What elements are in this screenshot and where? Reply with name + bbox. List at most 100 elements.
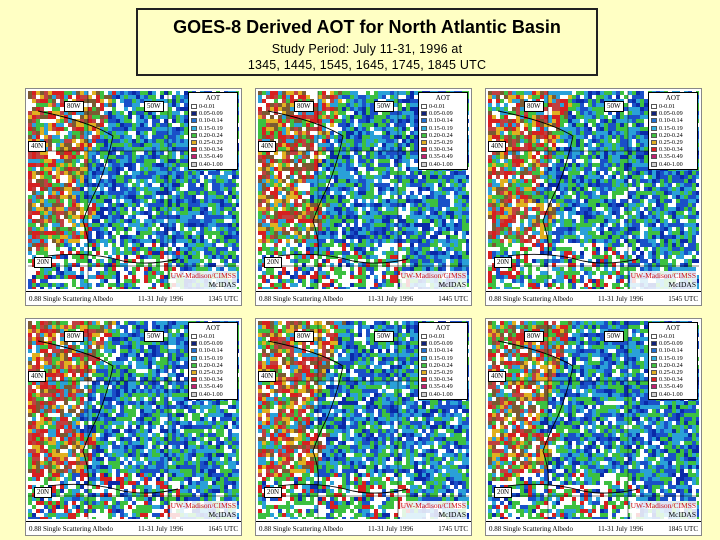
legend-swatch — [651, 362, 657, 368]
credit-institution: UW-Madison/CIMSS — [170, 501, 236, 510]
aot-map-image — [488, 91, 699, 289]
albedo-note: 0.88 Single Scattering Albedo — [489, 294, 573, 303]
legend-swatch — [191, 118, 197, 124]
legend-row: 0.25-0.29 — [651, 369, 695, 376]
main-title: GOES-8 Derived AOT for North Atlantic Ba… — [173, 17, 561, 37]
aot-legend: AOT 0-0.01 0.05-0.09 0.10-0.14 0.15-0.19… — [188, 92, 238, 170]
legend-swatch — [191, 140, 197, 146]
legend-row: 0.15-0.19 — [191, 125, 235, 132]
obs-time: 1845 UTC — [668, 524, 698, 533]
date-range: 11-31 July 1996 — [368, 524, 414, 533]
lon-80w-label: 80W — [524, 331, 544, 342]
lon-80w-label: 80W — [294, 101, 314, 112]
legend-label: 0.20-0.24 — [199, 361, 223, 369]
obs-time: 1645 UTC — [208, 524, 238, 533]
lon-50w-label: 50W — [604, 331, 624, 342]
legend-header: AOT — [435, 94, 451, 102]
lon-80w-label: 80W — [64, 331, 84, 342]
legend-header: AOT — [205, 324, 221, 332]
obs-time: 1345 UTC — [208, 294, 238, 303]
legend-row: 0.15-0.19 — [651, 125, 695, 132]
legend-label: 0.05-0.09 — [429, 340, 453, 348]
legend-label: 0-0.01 — [429, 103, 445, 111]
obs-time: 1445 UTC — [438, 294, 468, 303]
legend-label: 0.25-0.29 — [429, 139, 453, 147]
legend-row: 0-0.01 — [651, 333, 695, 340]
legend-row: 0.25-0.29 — [191, 139, 235, 146]
legend-label: 0.05-0.09 — [199, 340, 223, 348]
legend-row: 0.15-0.19 — [651, 355, 695, 362]
legend-label: 0.15-0.19 — [199, 124, 223, 132]
credit-institution: UW-Madison/CIMSS — [170, 271, 236, 280]
aot-legend: AOT 0-0.01 0.05-0.09 0.10-0.14 0.15-0.19… — [418, 322, 468, 400]
legend-swatch — [191, 348, 197, 354]
legend-row: 0.05-0.09 — [421, 340, 465, 347]
legend-row: 0.25-0.29 — [421, 139, 465, 146]
legend-swatch — [191, 362, 197, 368]
legend-swatch — [421, 104, 427, 110]
legend-row: 0.15-0.19 — [421, 125, 465, 132]
date-range: 11-31 July 1996 — [138, 294, 184, 303]
credit-institution: UW-Madison/CIMSS — [400, 271, 466, 280]
legend-label: 0.30-0.34 — [429, 376, 453, 384]
legend-swatch — [651, 132, 657, 138]
legend-row: 0.30-0.34 — [191, 376, 235, 383]
panel-footer: 0.88 Single Scattering Albedo 11-31 July… — [256, 291, 471, 305]
legend-label: 0.10-0.14 — [659, 117, 683, 125]
legend-label: 0.15-0.19 — [659, 354, 683, 362]
date-range: 11-31 July 1996 — [138, 524, 184, 533]
legend-row: 0-0.01 — [421, 333, 465, 340]
lon-80w-label: 80W — [64, 101, 84, 112]
legend-swatch — [421, 370, 427, 376]
aot-map-panel: AOT 0-0.01 0.05-0.09 0.10-0.14 0.15-0.19… — [25, 318, 242, 536]
credit-institution: UW-Madison/CIMSS — [400, 501, 466, 510]
legend-row: 0.10-0.14 — [421, 347, 465, 354]
legend-row: 0.15-0.19 — [421, 355, 465, 362]
legend-swatch — [651, 355, 657, 361]
credit-software: McIDAS — [208, 280, 237, 289]
credit-software: McIDAS — [668, 280, 697, 289]
legend-row: 0.10-0.14 — [191, 117, 235, 124]
legend-row: 0.10-0.14 — [191, 347, 235, 354]
obs-time: 1545 UTC — [668, 294, 698, 303]
legend-swatch — [421, 111, 427, 117]
legend-row: 0.35-0.49 — [191, 383, 235, 390]
lat-40n-label: 40N — [28, 141, 47, 152]
legend-label: 0.05-0.09 — [429, 110, 453, 118]
credit-software: McIDAS — [438, 510, 467, 519]
legend-swatch — [191, 154, 197, 160]
legend-label: 0.20-0.24 — [659, 131, 683, 139]
lon-50w-label: 50W — [144, 101, 164, 112]
legend-swatch — [651, 125, 657, 131]
legend-swatch — [191, 161, 197, 167]
credit-block: UW-Madison/CIMSS McIDAS — [399, 271, 467, 289]
legend-swatch — [191, 377, 197, 383]
legend-label: 0.25-0.29 — [199, 369, 223, 377]
legend-row: 0.15-0.19 — [191, 355, 235, 362]
legend-row: 0.40-1.00 — [651, 161, 695, 168]
legend-row: 0-0.01 — [191, 333, 235, 340]
legend-row: 0-0.01 — [421, 103, 465, 110]
legend-label: 0.25-0.29 — [659, 369, 683, 377]
legend-label: 0.15-0.19 — [659, 124, 683, 132]
legend-label: 0.35-0.49 — [659, 153, 683, 161]
legend-row: 0-0.01 — [191, 103, 235, 110]
legend-row: 0.10-0.14 — [651, 347, 695, 354]
albedo-note: 0.88 Single Scattering Albedo — [259, 294, 343, 303]
legend-swatch — [651, 154, 657, 160]
albedo-note: 0.88 Single Scattering Albedo — [29, 524, 113, 533]
legend-swatch — [191, 334, 197, 340]
legend-swatch — [421, 341, 427, 347]
legend-label: 0-0.01 — [199, 333, 215, 341]
legend-label: 0-0.01 — [199, 103, 215, 111]
map-svg — [488, 91, 699, 289]
observation-times: 1345, 1445, 1545, 1645, 1745, 1845 UTC — [247, 58, 487, 72]
legend-label: 0.15-0.19 — [199, 354, 223, 362]
aot-map-panel: AOT 0-0.01 0.05-0.09 0.10-0.14 0.15-0.19… — [255, 318, 472, 536]
legend-swatch — [421, 348, 427, 354]
aot-legend: AOT 0-0.01 0.05-0.09 0.10-0.14 0.15-0.19… — [648, 322, 698, 400]
credit-software: McIDAS — [208, 510, 237, 519]
legend-label: 0.30-0.34 — [429, 146, 453, 154]
legend-label: 0.05-0.09 — [199, 110, 223, 118]
legend-swatch — [191, 111, 197, 117]
